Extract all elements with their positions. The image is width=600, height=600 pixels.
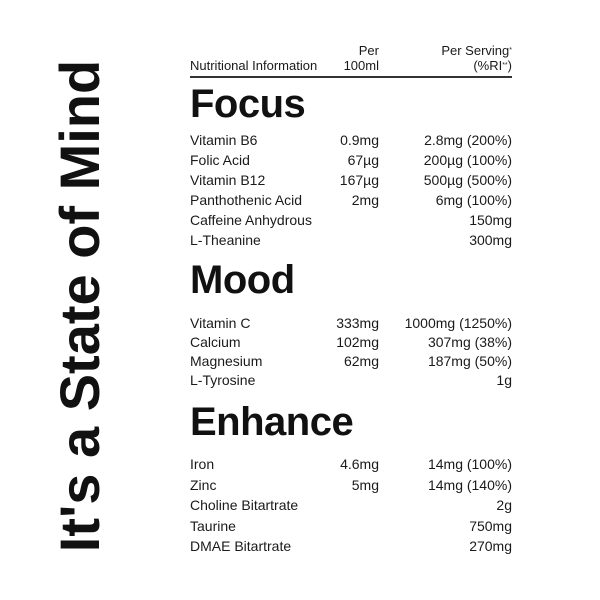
table-header: Nutritional Information Per 100ml Per Ser…	[190, 40, 512, 78]
vertical-title: It's a State of Mind	[48, 59, 111, 553]
per-100ml-value: 167µg	[339, 172, 379, 188]
nutrient-name: Caffeine Anhydrous	[190, 212, 312, 228]
per-serving-value: 14mg (100%)	[427, 456, 512, 472]
nutrient-row: L-Theanine 300mg	[190, 230, 512, 250]
nutrient-row: Iron 4.6mg 14mg (100%)	[190, 454, 512, 475]
nutrient-row: Folic Acid 67µg 200µg (100%)	[190, 150, 512, 170]
nutrient-name: Vitamin B6	[190, 132, 258, 148]
per-serving-value: 2.8mg (200%)	[424, 132, 512, 148]
per-100ml-value: 67µg	[347, 152, 379, 168]
header-serving-line1: Per Serving	[441, 43, 510, 58]
per-serving-value: 6mg (100%)	[435, 192, 512, 208]
nutrient-row: Caffeine Anhydrous 150mg	[190, 210, 512, 230]
per-serving-value: 150mg	[469, 212, 512, 228]
footnote-mark-2: **	[502, 62, 508, 69]
nutrient-row: Vitamin C 333mg 1000mg (1250%)	[190, 314, 512, 333]
per-serving-value: 200µg (100%)	[423, 152, 512, 168]
nutrient-name: Iron	[190, 456, 215, 472]
nutrient-name: Vitamin C	[190, 315, 251, 331]
per-serving-value: 187mg (50%)	[427, 353, 512, 369]
nutrient-name: Taurine	[190, 517, 236, 534]
per-serving-value: 307mg (38%)	[427, 334, 512, 350]
per-serving-value: 750mg	[469, 517, 512, 534]
nutrient-name: Zinc	[190, 476, 217, 493]
nutrient-row: Taurine 750mg	[190, 516, 512, 537]
per-serving-value: 14mg (140%)	[427, 476, 512, 493]
footnote-mark: *	[509, 47, 512, 54]
section-focus: Focus Vitamin B6 0.9mg 2.8mg (200%) Folic Ac…	[190, 82, 512, 250]
nutrient-row: Zinc 5mg 14mg (140%)	[190, 475, 512, 496]
nutrient-row: L-Tyrosine 1g	[190, 371, 512, 390]
per-serving-value: 300mg	[469, 232, 512, 248]
per-100ml-value: 2mg	[351, 192, 379, 208]
header-label: Nutritional Information	[190, 58, 318, 73]
nutrient-row: Choline Bitartrate 2g	[190, 495, 512, 516]
nutrient-row: Vitamin B6 0.9mg 2.8mg (200%)	[190, 130, 512, 150]
per-serving-value: 1g	[496, 372, 512, 388]
header-ri-open: (%RI	[473, 58, 503, 73]
section-mood: Mood Vitamin C 333mg 1000mg (1250%) Calcium 1…	[190, 258, 512, 390]
per-100ml-value: 102mg	[336, 334, 379, 350]
section-title: Focus	[190, 82, 306, 126]
nutrient-row: DMAE Bitartrate 270mg	[190, 536, 512, 557]
per-serving-value: 500µg (500%)	[423, 172, 512, 188]
nutrient-name: Magnesium	[190, 353, 263, 369]
per-100ml-value: 0.9mg	[340, 132, 379, 148]
nutrient-name: L-Tyrosine	[190, 372, 256, 388]
nutrient-name: Vitamin B12	[190, 172, 266, 188]
per-100ml-value: 62mg	[343, 353, 379, 369]
nutrient-row: Panthothenic Acid 2mg 6mg (100%)	[190, 190, 512, 210]
per-serving-value: 2g	[496, 497, 512, 514]
per-100ml-value: 333mg	[336, 315, 379, 331]
section-title: Mood	[190, 258, 295, 302]
nutrient-name: Calcium	[190, 334, 241, 350]
header-per-serving: Per Serving* (%RI**)	[441, 43, 512, 73]
nutrient-row: Magnesium 62mg 187mg (50%)	[190, 352, 512, 371]
nutrient-name: Folic Acid	[190, 152, 250, 168]
section-title: Enhance	[190, 400, 354, 444]
header-per-line2: 100ml	[343, 58, 379, 73]
nutrient-row: Calcium 102mg 307mg (38%)	[190, 333, 512, 352]
nutrient-name: Choline Bitartrate	[190, 497, 299, 514]
nutrient-name: DMAE Bitartrate	[190, 538, 292, 555]
section-enhance: Enhance Iron 4.6mg 14mg (100%) Zinc 5mg 14mg (…	[190, 400, 512, 557]
per-serving-value: 270mg	[469, 538, 512, 555]
nutrient-name: L-Theanine	[190, 232, 261, 248]
header-per-100ml: Per 100ml	[344, 43, 379, 73]
per-serving-value: 1000mg (1250%)	[404, 315, 512, 331]
header-ri-close: )	[507, 58, 512, 73]
per-100ml-value: 5mg	[351, 476, 379, 493]
nutrient-name: Panthothenic Acid	[190, 192, 303, 208]
nutrient-row: Vitamin B12 167µg 500µg (500%)	[190, 170, 512, 190]
per-100ml-value: 4.6mg	[340, 456, 379, 472]
header-per-line1: Per	[358, 43, 379, 58]
